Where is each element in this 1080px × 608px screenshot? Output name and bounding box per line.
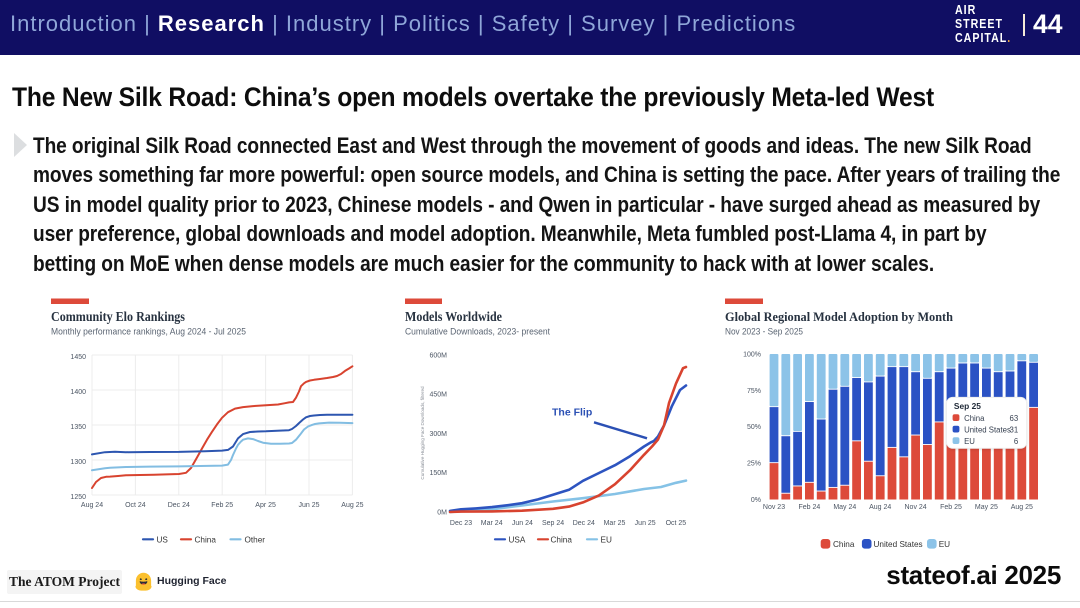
svg-text:Apr 25: Apr 25 xyxy=(255,502,276,509)
svg-text:The Flip: The Flip xyxy=(552,407,592,419)
svg-text:Dec 23: Dec 23 xyxy=(450,520,472,527)
svg-text:100%: 100% xyxy=(743,352,761,359)
svg-text:Models Worldwide: Models Worldwide xyxy=(405,309,502,324)
svg-text:Sep 24: Sep 24 xyxy=(542,520,564,527)
svg-text:0%: 0% xyxy=(751,497,761,504)
svg-text:1350: 1350 xyxy=(70,424,86,431)
svg-text:EU: EU xyxy=(601,535,612,544)
svg-text:6: 6 xyxy=(1014,437,1018,446)
svg-text:Jun 24: Jun 24 xyxy=(512,520,533,527)
svg-text:75%: 75% xyxy=(747,388,761,395)
svg-text:Feb 25: Feb 25 xyxy=(940,504,962,511)
svg-text:Monthly performance rankings,: Monthly performance rankings, Aug 2024 -… xyxy=(51,327,246,337)
svg-text:Aug 24: Aug 24 xyxy=(869,504,891,511)
svg-text:31: 31 xyxy=(1010,426,1019,435)
svg-text:USA: USA xyxy=(509,535,526,544)
svg-text:50%: 50% xyxy=(747,424,761,431)
svg-text:Jun 25: Jun 25 xyxy=(298,502,319,509)
svg-text:Community Elo Rankings: Community Elo Rankings xyxy=(51,309,185,324)
svg-text:Sep 25: Sep 25 xyxy=(954,401,981,411)
svg-text:EU: EU xyxy=(964,437,975,446)
svg-text:300M: 300M xyxy=(429,431,447,438)
svg-text:Mar 25: Mar 25 xyxy=(604,520,626,527)
svg-text:May 24: May 24 xyxy=(833,504,856,511)
svg-text:600M: 600M xyxy=(429,352,447,359)
svg-text:1250: 1250 xyxy=(70,494,86,501)
svg-text:China: China xyxy=(551,535,573,544)
svg-text:63: 63 xyxy=(1010,414,1019,423)
svg-text:0M: 0M xyxy=(437,510,447,517)
svg-text:Feb 25: Feb 25 xyxy=(211,502,233,509)
svg-text:US: US xyxy=(157,535,169,544)
svg-text:150M: 150M xyxy=(429,470,447,477)
svg-text:United States: United States xyxy=(874,540,923,549)
svg-text:Nov 24: Nov 24 xyxy=(905,504,927,511)
svg-text:Dec 24: Dec 24 xyxy=(168,502,190,509)
svg-text:China: China xyxy=(195,535,217,544)
svg-text:China: China xyxy=(833,540,855,549)
svg-text:Cumulative Downloads, 2023- pr: Cumulative Downloads, 2023- present xyxy=(405,327,550,337)
svg-text:Aug 24: Aug 24 xyxy=(81,502,103,509)
svg-text:Other: Other xyxy=(245,535,266,544)
svg-text:1450: 1450 xyxy=(70,354,86,361)
svg-text:25%: 25% xyxy=(747,461,761,468)
svg-text:1300: 1300 xyxy=(70,459,86,466)
svg-text:United States: United States xyxy=(964,426,1011,435)
svg-text:1400: 1400 xyxy=(70,389,86,396)
svg-text:Cumulative Hugging Face Downlo: Cumulative Hugging Face Downloads, filte… xyxy=(420,386,425,480)
svg-text:450M: 450M xyxy=(429,392,447,399)
svg-text:Nov 2023 - Sep 2025: Nov 2023 - Sep 2025 xyxy=(725,327,803,337)
svg-text:Jun 25: Jun 25 xyxy=(635,520,656,527)
svg-text:Oct 24: Oct 24 xyxy=(125,502,146,509)
svg-text:Oct 25: Oct 25 xyxy=(666,520,687,527)
svg-text:May 25: May 25 xyxy=(975,504,998,511)
svg-text:EU: EU xyxy=(939,540,950,549)
svg-text:Feb 24: Feb 24 xyxy=(799,504,821,511)
svg-text:Mar 24: Mar 24 xyxy=(481,520,503,527)
svg-text:China: China xyxy=(964,414,985,423)
svg-text:Global Regional Model Adoption: Global Regional Model Adoption by Month xyxy=(725,309,954,324)
svg-text:Aug 25: Aug 25 xyxy=(341,502,363,509)
svg-text:Dec 24: Dec 24 xyxy=(573,520,595,527)
svg-text:Nov 23: Nov 23 xyxy=(763,504,785,511)
svg-text:Aug 25: Aug 25 xyxy=(1011,504,1033,511)
